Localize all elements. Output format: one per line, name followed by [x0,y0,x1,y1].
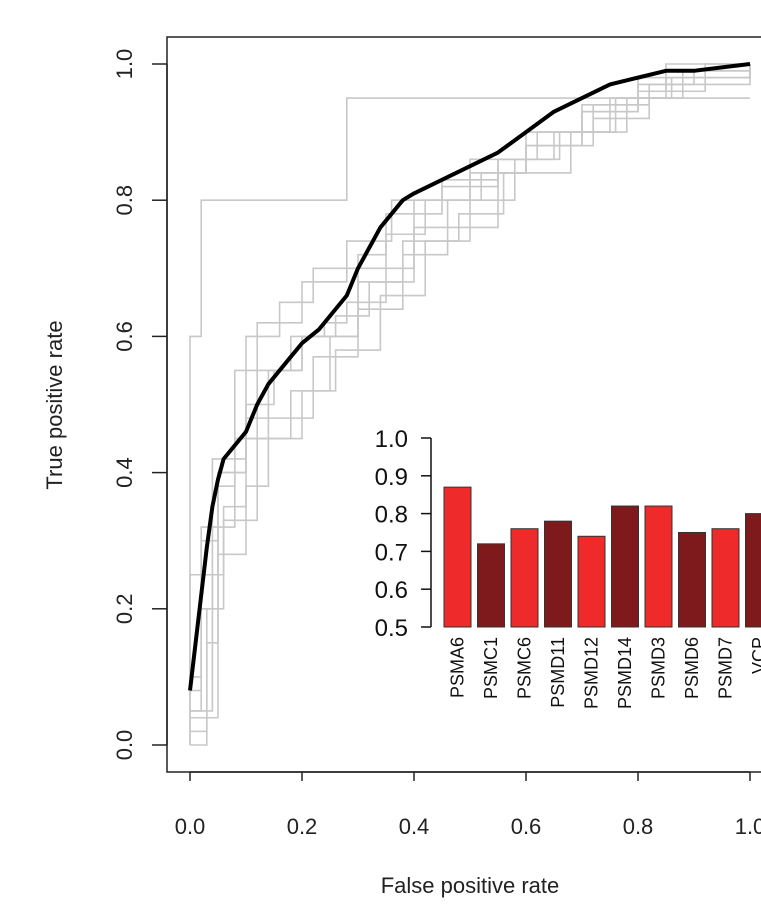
inset-bar-psmd3 [644,505,673,628]
inset-y-tick-label: 0.7 [375,539,408,566]
y-tick-label: 0.6 [112,321,137,352]
y-axis: 0.0 0.2 0.4 0.6 0.8 1.0 [112,49,168,761]
y-tick-label: 0.2 [112,594,137,625]
inset-bar-psmc1 [477,543,505,628]
x-tick-label: 0.0 [175,814,206,839]
individual-roc-curve-6 [190,64,751,712]
x-tick-label: 1.0 [735,814,761,839]
x-tick-label: 0.4 [399,814,430,839]
y-tick-label: 0.8 [112,185,137,216]
inset-y-tick-label: 0.5 [375,615,408,642]
individual-roc-curve-1 [189,97,750,745]
inset-category-label: PSMC1 [481,637,501,699]
inset-category-label: PSMC6 [515,637,535,699]
roc-curves [188,62,751,746]
inset-bar-psmd7 [711,528,740,628]
y-tick-label: 1.0 [112,49,137,80]
x-tick-label: 0.6 [511,814,542,839]
y-tick-label: 0.0 [112,730,137,761]
inset-bar-psmd14 [611,505,639,628]
mean-roc-curve [188,62,751,691]
individual-roc-curve-5 [190,64,751,733]
inset-bar-psma6 [443,486,472,628]
inset-bar-vcp [745,513,761,628]
inset-bar-psmd6 [678,532,706,628]
x-axis-title: False positive rate [381,873,560,898]
inset-category-label: PSMD7 [716,637,736,699]
individual-roc-curve-9 [190,64,751,746]
inset-category-label: VCP [749,637,761,674]
inset-bar-chart: 0.5 0.6 0.7 0.8 0.9 1.0 PSMA6 PSMC1 PSMC6 PSMD11 P… [375,426,761,740]
inset-bar-psmd12 [577,535,606,628]
inset-category-label: PSMD6 [682,637,702,699]
inset-y-tick-label: 0.6 [375,577,408,604]
inset-category-label: PSMA6 [448,637,468,698]
inset-bar-psmd11 [544,520,572,628]
x-tick-label: 0.2 [287,814,318,839]
x-tick-label: 0.8 [623,814,654,839]
inset-category-label: PSMD3 [649,637,669,699]
inset-bar-psmc6 [510,528,539,628]
inset-category-label: PSMD14 [615,637,635,709]
x-axis: 0.0 0.2 0.4 0.6 0.8 1.0 [175,771,761,839]
y-tick-label: 0.4 [112,457,137,488]
inset-category-label: PSMD12 [582,637,602,709]
inset-y-tick-label: 0.9 [375,464,408,491]
inset-y-tick-label: 1.0 [375,426,408,453]
y-axis-title: True positive rate [42,320,67,489]
inset-category-label: PSMD11 [548,637,568,708]
inset-y-tick-label: 0.8 [375,502,408,529]
